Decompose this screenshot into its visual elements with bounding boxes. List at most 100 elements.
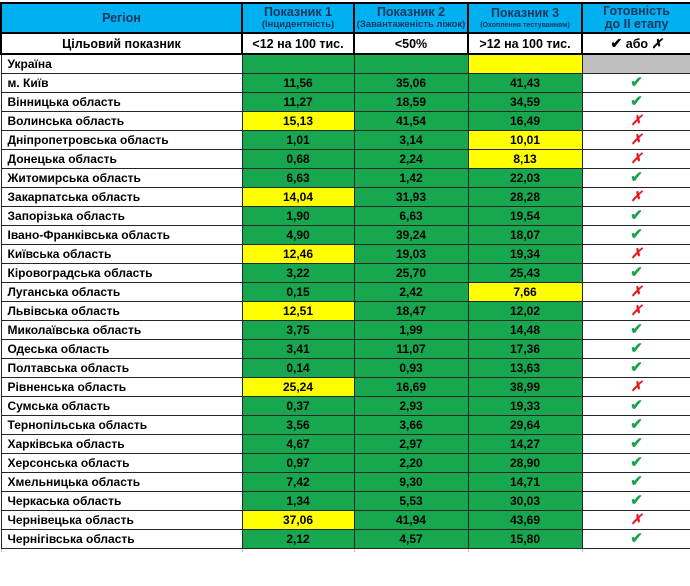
indicator-2-value-cell: 2,93 (353, 395, 469, 416)
check-icon: ✔ (630, 264, 643, 282)
indicator-2-value-cell: 41,94 (353, 509, 469, 530)
indicator-2-value-cell: 1,42 (353, 167, 469, 188)
table-row: Житомирська область 6,63 1,42 22,03 ✔ (0, 167, 690, 188)
indicator-2-title: Показник 2 (376, 5, 446, 20)
region-cell: Херсонська область (0, 452, 243, 473)
indicator-1-value-cell: 0,14 (241, 357, 355, 378)
region-cell: Рівненська область (0, 376, 243, 397)
readiness-cell: ✔ (581, 490, 690, 511)
indicator-3-value-cell: 30,03 (467, 490, 583, 511)
check-icon: ✔ (630, 530, 643, 548)
region-cell: Сумська область (0, 395, 243, 416)
region-cell: Миколаївська область (0, 319, 243, 340)
cross-icon: ✗ (630, 188, 643, 205)
table-row: Вінницька область 11,27 18,59 34,59 ✔ (0, 91, 690, 112)
readiness-cell: ✔ (581, 167, 690, 188)
indicator-3-value-cell: 15,80 (467, 528, 583, 549)
target-row: Цільовий показник <12 на 100 тис. <50% >… (0, 32, 690, 56)
readiness-cell: ✗ (581, 148, 690, 169)
indicator-3-value-cell: 38,99 (467, 376, 583, 397)
cross-icon: ✗ (630, 378, 643, 395)
table-row: Рівненська область 25,24 16,69 38,99 ✗ (0, 376, 690, 397)
indicator-3-value-cell: 17,36 (467, 338, 583, 359)
table-body: Україна м. Київ 11,56 35,06 41,43 ✔ Вінницька … (0, 53, 690, 553)
table-row: Чернігівська область 2,12 4,57 15,80 ✔ (0, 528, 690, 549)
table-row: Львівська область 12,51 18,47 12,02 ✗ (0, 300, 690, 321)
indicator-2-value-cell: 41,54 (353, 110, 469, 131)
cross-icon: ✗ (630, 511, 643, 528)
indicator-2-value-cell: 2,42 (353, 281, 469, 302)
region-cell: Івано-Франківська область (0, 224, 243, 245)
indicator-1-value-cell: 3,56 (241, 414, 355, 435)
indicator-1-value-cell: 14,04 (241, 186, 355, 207)
table-row: Івано-Франківська область 4,90 39,24 18,07 ✔ (0, 224, 690, 245)
readiness-cell (581, 53, 690, 74)
indicator-1-value-cell: 12,46 (241, 243, 355, 264)
indicator-3-value-cell: 43,69 (467, 509, 583, 530)
indicator-1-value-cell: 0,15 (241, 281, 355, 302)
table-row: Чернівецька область 37,06 41,94 43,69 ✗ (0, 509, 690, 530)
check-icon: ✔ (630, 416, 643, 434)
table-row: Одеська область 3,41 11,07 17,36 ✔ (0, 338, 690, 359)
partial-bottom-row (0, 547, 690, 553)
indicator-1-value-cell: 25,24 (241, 376, 355, 397)
check-icon: ✔ (630, 473, 643, 491)
indicator-3-value-cell: 8,13 (467, 148, 583, 169)
indicator-2-value-cell: 0,93 (353, 357, 469, 378)
region-cell: Закарпатська область (0, 186, 243, 207)
region-cell: Черкаська область (0, 490, 243, 511)
readiness-cell: ✗ (581, 376, 690, 397)
indicator-3-value-cell: 25,43 (467, 262, 583, 283)
check-icon: ✔ (630, 435, 643, 453)
header-indicator-2: Показник 2 (Завантаженість ліжок) (353, 1, 469, 35)
target-indicator-2: <50% (353, 32, 469, 56)
readiness-cell: ✔ (581, 91, 690, 112)
indicator-3-value-cell: 28,28 (467, 186, 583, 207)
readiness-cell: ✔ (581, 395, 690, 416)
region-cell: Хмельницька область (0, 471, 243, 492)
indicator-3-value-cell: 10,01 (467, 129, 583, 150)
indicator-3-value-cell: 14,27 (467, 433, 583, 454)
indicator-3-value-cell: 18,07 (467, 224, 583, 245)
cross-icon: ✗ (630, 283, 643, 300)
indicator-2-value-cell: 35,06 (353, 72, 469, 93)
table-row: Черкаська область 1,34 5,53 30,03 ✔ (0, 490, 690, 511)
readiness-cell: ✔ (581, 357, 690, 378)
indicator-3-title: Показник 3 (490, 6, 560, 21)
readiness-cell: ✔ (581, 205, 690, 226)
indicator-2-value-cell: 1,99 (353, 319, 469, 340)
indicator-3-value-cell: 19,33 (467, 395, 583, 416)
target-readiness: ✔ або ✗ (581, 32, 690, 56)
indicator-1-value-cell (241, 53, 355, 74)
target-indicator-3: >12 на 100 тис. (467, 32, 583, 56)
indicator-1-value-cell: 6,63 (241, 167, 355, 188)
readiness-title-line2: до II етапу (604, 17, 669, 32)
target-readiness-or: або (625, 37, 649, 52)
indicator-2-value-cell: 18,47 (353, 300, 469, 321)
indicator-2-value-cell: 5,53 (353, 490, 469, 511)
table-row: Миколаївська область 3,75 1,99 14,48 ✔ (0, 319, 690, 340)
indicator-1-value-cell: 4,90 (241, 224, 355, 245)
indicator-2-value-cell: 3,66 (353, 414, 469, 435)
indicator-3-value-cell: 19,54 (467, 205, 583, 226)
table-row: Полтавська область 0,14 0,93 13,63 ✔ (0, 357, 690, 378)
indicator-2-value-cell: 11,07 (353, 338, 469, 359)
region-cell: м. Київ (0, 72, 243, 93)
check-icon: ✔ (630, 93, 643, 111)
indicator-2-value-cell: 2,20 (353, 452, 469, 473)
region-cell: Чернігівська область (0, 528, 243, 549)
indicator-3-value-cell: 14,71 (467, 471, 583, 492)
indicator-3-value-cell: 14,48 (467, 319, 583, 340)
readiness-cell: ✔ (581, 528, 690, 549)
readiness-cell: ✔ (581, 338, 690, 359)
cross-icon: ✗ (630, 112, 643, 129)
indicator-3-value-cell: 22,03 (467, 167, 583, 188)
indicator-2-value-cell: 18,59 (353, 91, 469, 112)
region-cell: Полтавська область (0, 357, 243, 378)
readiness-cell: ✔ (581, 319, 690, 340)
indicator-2-value-cell: 19,03 (353, 243, 469, 264)
region-cell: Харківська область (0, 433, 243, 454)
readiness-cell: ✔ (581, 224, 690, 245)
region-cell: Вінницька область (0, 91, 243, 112)
indicator-2-value-cell: 16,69 (353, 376, 469, 397)
